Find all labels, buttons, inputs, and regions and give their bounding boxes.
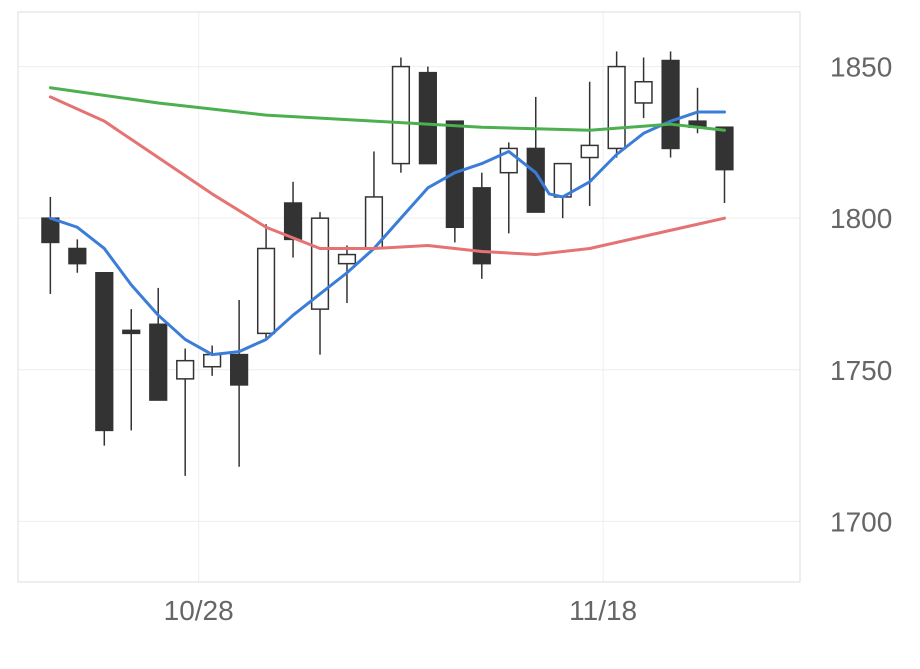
candle-body — [96, 273, 113, 431]
candle-body — [231, 355, 248, 385]
candle-body — [177, 361, 194, 379]
candle-body — [662, 61, 679, 149]
candle-body — [420, 73, 437, 164]
candle-body — [716, 127, 733, 169]
candle-body — [285, 203, 302, 239]
candle-body — [339, 255, 356, 264]
candle-body — [150, 324, 167, 400]
candle-body — [608, 67, 625, 149]
candle-body — [42, 218, 59, 242]
y-axis-label: 1800 — [830, 203, 892, 234]
candle-body — [69, 248, 86, 263]
y-axis-label: 1700 — [830, 506, 892, 537]
candle-body — [204, 355, 221, 367]
candle-body — [635, 82, 652, 103]
y-axis-label: 1850 — [830, 52, 892, 83]
candle-body — [258, 248, 275, 333]
x-axis-label: 10/28 — [164, 595, 234, 626]
x-axis-label: 11/18 — [569, 595, 637, 626]
chart-svg: 1700 1750 1800 1850 10/28 11/18 — [0, 0, 920, 669]
candle-body — [393, 67, 410, 164]
candlestick-chart: 1700 1750 1800 1850 10/28 11/18 — [0, 0, 920, 669]
candle-body — [123, 330, 140, 333]
candle-body — [581, 145, 598, 157]
y-axis-label: 1750 — [830, 355, 892, 386]
